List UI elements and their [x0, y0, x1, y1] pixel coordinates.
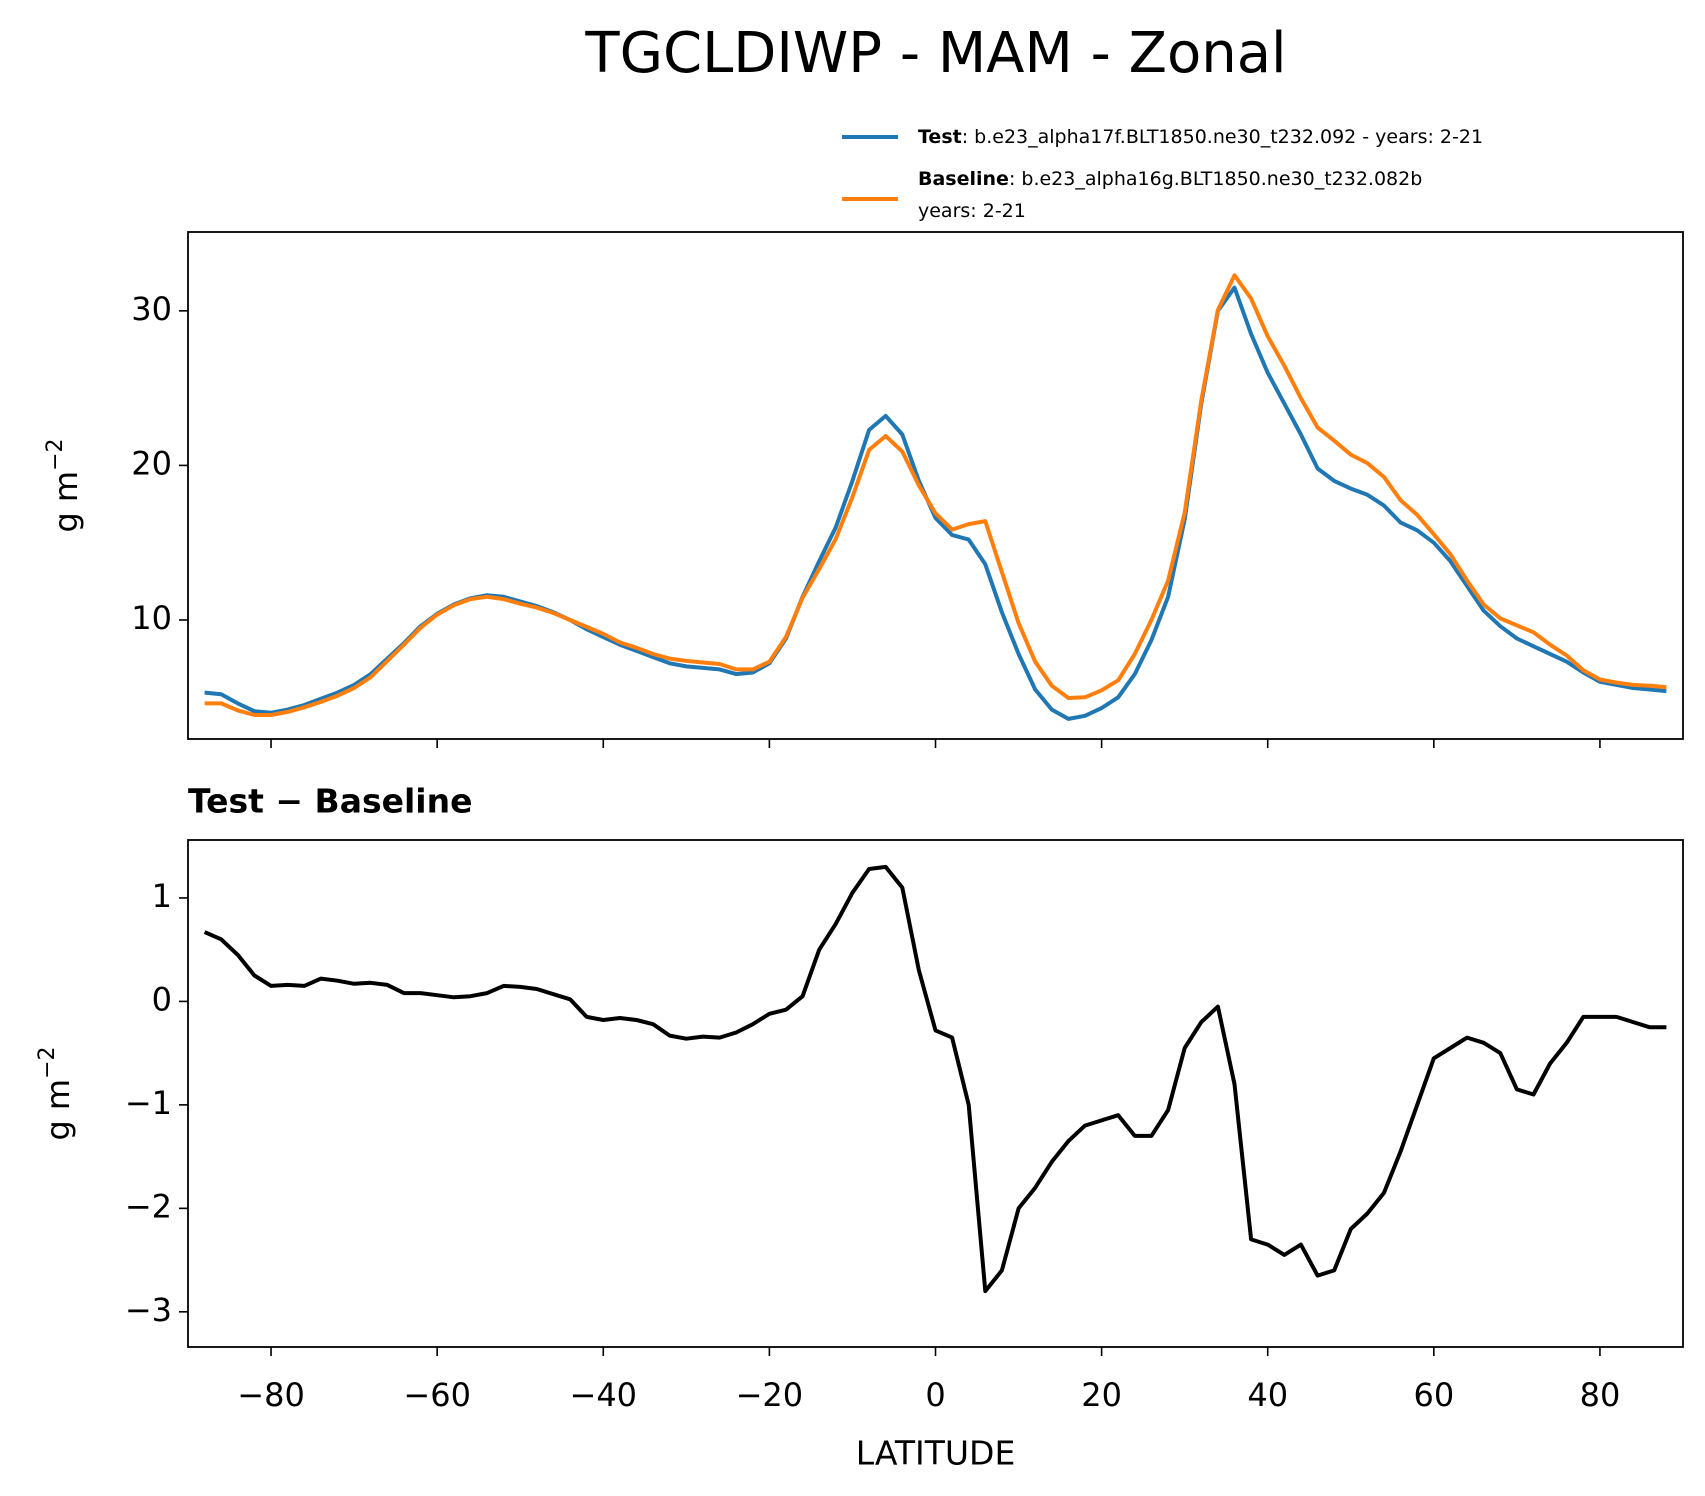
y-axis-label-exponent: −2 [43, 438, 68, 470]
legend-name: Baseline [918, 168, 1009, 190]
x-tick-label: −20 [736, 1376, 804, 1414]
legend-entry: Test: b.e23_alpha17f.BLT1850.ne30_t232.0… [918, 126, 1483, 148]
axes-frame [187, 231, 1684, 740]
y-axis-label: g m−2 [35, 1046, 77, 1140]
legend-entry: Baseline: b.e23_alpha16g.BLT1850.ne30_t2… [918, 168, 1422, 190]
y-axis-label-text: g m [39, 1079, 77, 1141]
x-tick-label: −40 [570, 1376, 638, 1414]
y-tick-label: −1 [125, 1084, 172, 1122]
x-tick-label: 80 [1580, 1376, 1621, 1414]
data-line [204, 285, 1667, 721]
x-tick-label: 0 [925, 1376, 945, 1414]
x-tick-label: 20 [1081, 1376, 1122, 1414]
x-tick-label: −80 [237, 1376, 305, 1414]
x-tick-label: 40 [1247, 1376, 1288, 1414]
y-tick-label: 1 [152, 877, 172, 915]
subplot-title: Test − Baseline [188, 782, 473, 821]
legend-entry: years: 2-21 [918, 200, 1026, 222]
y-tick-label: 30 [131, 290, 172, 328]
y-axis-label-text: g m [47, 471, 85, 533]
plot-area [203, 864, 1667, 1294]
data-line [204, 273, 1667, 717]
legend-name: Test [918, 126, 962, 148]
y-tick-label: −3 [125, 1291, 172, 1329]
plot-area [204, 273, 1667, 721]
x-tick-label: 60 [1413, 1376, 1454, 1414]
legend-text: : b.e23_alpha16g.BLT1850.ne30_t232.082b [1009, 168, 1422, 190]
y-tick-label: −2 [125, 1187, 172, 1225]
y-tick-label: 20 [131, 444, 172, 482]
y-tick-label: 10 [131, 599, 172, 637]
y-tick-label: 0 [152, 980, 172, 1018]
legend-text: : b.e23_alpha17f.BLT1850.ne30_t232.092 -… [962, 126, 1483, 148]
y-axis-label: g m−2 [43, 438, 85, 532]
x-axis-label: LATITUDE [856, 1434, 1016, 1473]
x-tick-label: −60 [403, 1376, 471, 1414]
figure-title: TGCLDIWP - MAM - Zonal [584, 21, 1286, 86]
y-axis-label-exponent: −2 [35, 1046, 60, 1078]
data-line [203, 864, 1667, 1294]
legend-text: years: 2-21 [918, 200, 1026, 222]
axes-frame [187, 839, 1684, 1348]
